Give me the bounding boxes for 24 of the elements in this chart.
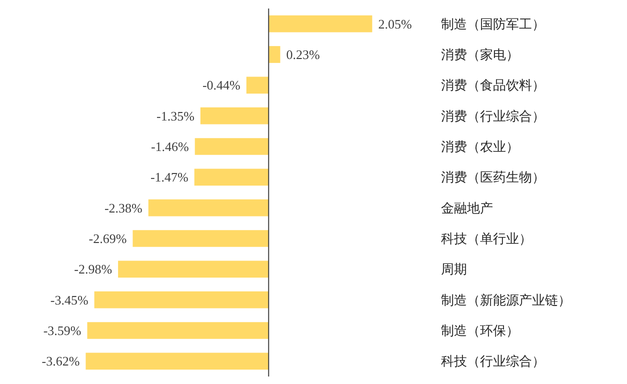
y-tick-label: 制造（新能源产业链） — [440, 292, 571, 308]
y-tick-label: 消费（医药生物） — [440, 170, 545, 185]
data-label: -3.62% — [42, 354, 80, 369]
data-label: -3.59% — [43, 323, 82, 338]
y-tick-label: 周期 — [440, 262, 467, 277]
data-label: -1.47% — [150, 170, 189, 185]
data-label: 0.23% — [286, 47, 320, 62]
data-label: -1.46% — [150, 139, 190, 154]
y-tick-label: 消费（农业） — [440, 139, 519, 154]
y-tick-label: 金融地产 — [440, 200, 493, 216]
y-tick-label: 制造（国防军工） — [440, 16, 545, 32]
data-label: -3.45% — [50, 292, 88, 308]
data-label: -2.98% — [74, 262, 112, 277]
data-label: 2.05% — [378, 16, 412, 32]
data-label: -2.69% — [88, 231, 127, 246]
y-tick-label: 消费（食品饮料） — [440, 78, 545, 93]
y-tick-label: 消费（家电） — [440, 47, 519, 62]
y-tick-label: 科技（行业综合） — [440, 354, 545, 369]
y-tick-label: 消费（行业综合） — [440, 108, 545, 124]
data-label: -1.35% — [156, 108, 195, 124]
data-label: -2.38% — [104, 200, 143, 216]
data-label: -0.44% — [202, 78, 241, 93]
y-tick-label: 制造（环保） — [440, 323, 519, 338]
y-tick-label: 科技（单行业） — [440, 231, 532, 246]
